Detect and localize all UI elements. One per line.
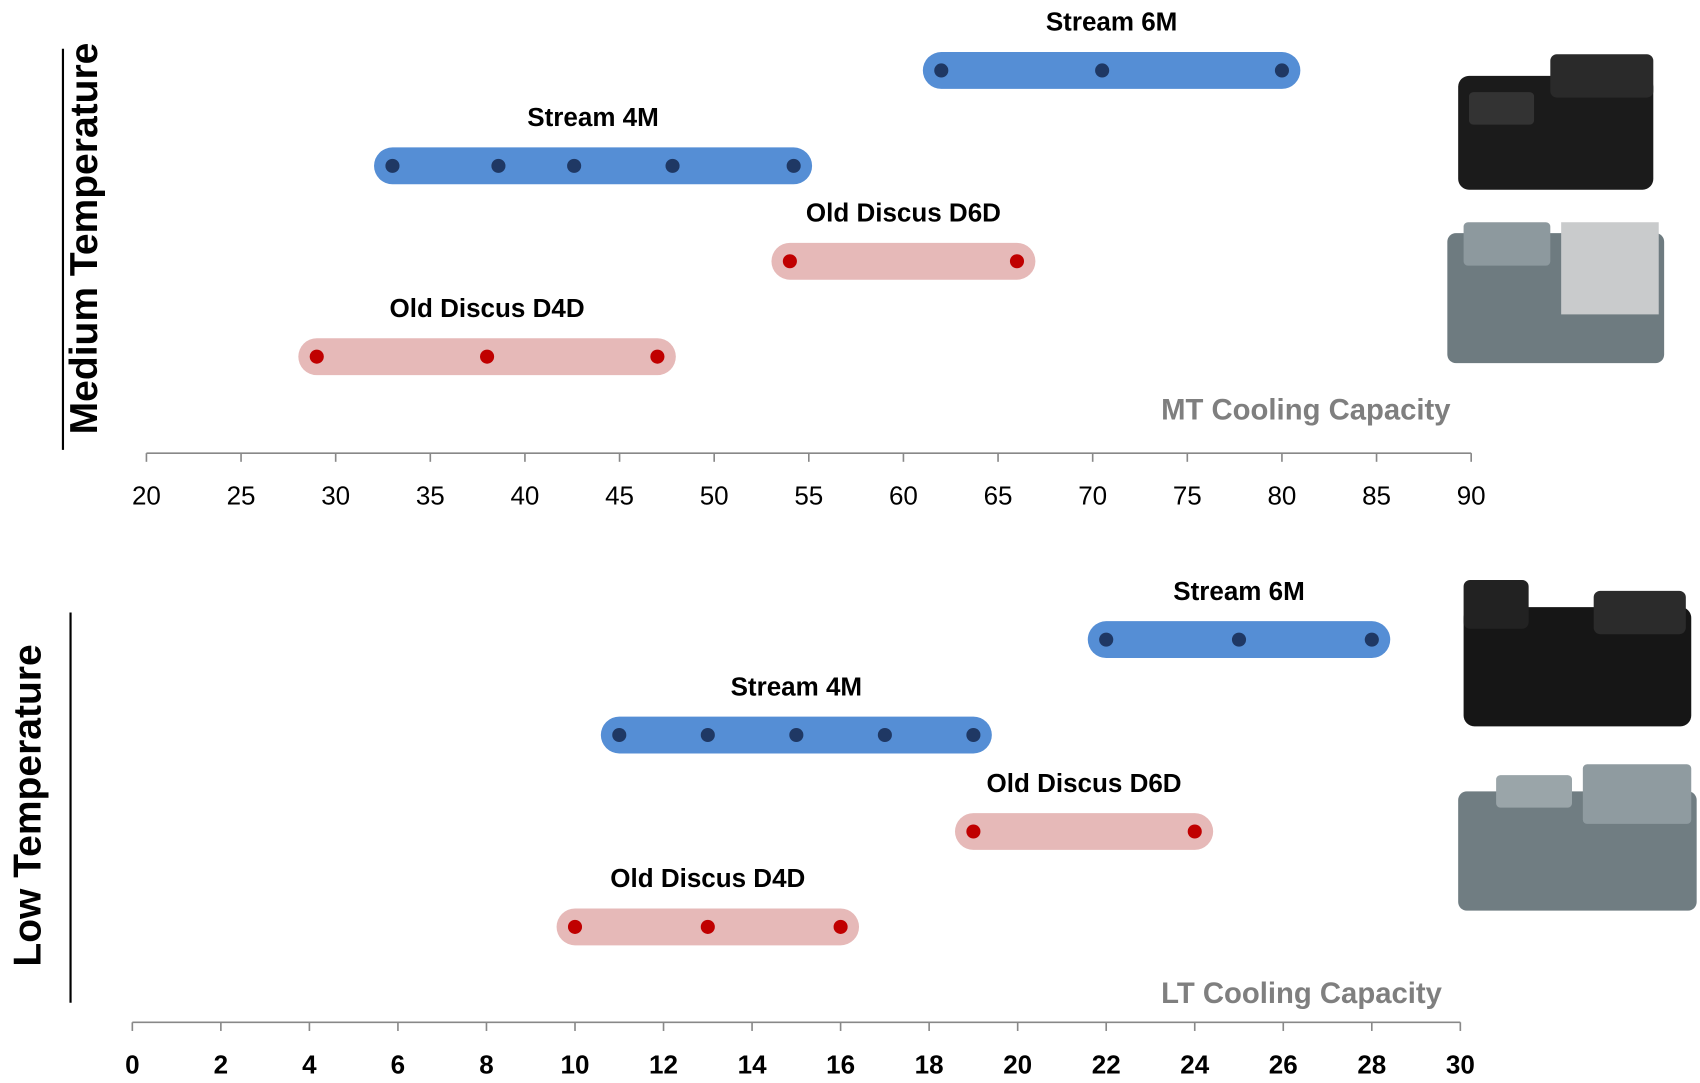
point (1188, 824, 1202, 838)
series-label: Old Discus D4D (390, 293, 585, 323)
x-tick-label: 60 (889, 480, 918, 510)
range-band (771, 243, 1035, 280)
x-tick-label: 45 (605, 480, 634, 510)
point (568, 920, 582, 934)
x-tick-label: 30 (321, 480, 350, 510)
x-tick-label: 20 (1003, 1050, 1032, 1080)
point (966, 728, 980, 742)
x-tick-label: 65 (984, 480, 1013, 510)
x-tick-label: 75 (1173, 480, 1202, 510)
point (1275, 63, 1289, 77)
compressor-image (1458, 54, 1653, 190)
x-axis-title: MT Cooling Capacity (1161, 395, 1451, 427)
x-tick-label: 0 (125, 1050, 139, 1080)
point (701, 920, 715, 934)
y-axis-title: Low Temperature (7, 644, 50, 966)
x-tick-label: 28 (1357, 1050, 1386, 1080)
x-tick-label: 35 (416, 480, 445, 510)
x-tick-label: 85 (1362, 480, 1391, 510)
x-tick-label: 55 (794, 480, 823, 510)
point (491, 159, 505, 173)
point (783, 254, 797, 268)
point (966, 824, 980, 838)
point (787, 159, 801, 173)
point (1095, 63, 1109, 77)
x-tick-label: 90 (1457, 480, 1486, 510)
point (878, 728, 892, 742)
point (650, 350, 664, 364)
point (934, 63, 948, 77)
series-label: Stream 6M (1173, 576, 1304, 606)
point (789, 728, 803, 742)
chart: 202530354045505560657075808590MT Cooling… (0, 0, 1700, 1083)
x-tick-label: 8 (479, 1050, 493, 1080)
range-band (955, 813, 1213, 850)
x-tick-label: 18 (915, 1050, 944, 1080)
point (1010, 254, 1024, 268)
y-axis-title: Medium Temperature (63, 43, 106, 435)
point (480, 350, 494, 364)
x-tick-label: 4 (302, 1050, 317, 1080)
x-tick-label: 20 (132, 480, 161, 510)
point (1232, 633, 1246, 647)
x-tick-label: 50 (700, 480, 729, 510)
point (567, 159, 581, 173)
series-label: Stream 4M (527, 102, 659, 132)
x-tick-label: 16 (826, 1050, 855, 1080)
point (1099, 633, 1113, 647)
x-tick-label: 2 (214, 1050, 228, 1080)
x-tick-label: 26 (1269, 1050, 1298, 1080)
x-tick-label: 25 (227, 480, 256, 510)
x-tick-label: 80 (1267, 480, 1296, 510)
series-label: Old Discus D6D (806, 198, 1001, 228)
point (612, 728, 626, 742)
point (665, 159, 679, 173)
series-label: Stream 4M (731, 671, 863, 701)
range-band (374, 147, 812, 184)
point (310, 350, 324, 364)
x-tick-label: 10 (561, 1050, 590, 1080)
point (701, 728, 715, 742)
x-tick-label: 24 (1180, 1050, 1209, 1080)
x-tick-label: 30 (1446, 1050, 1475, 1080)
range-band (923, 52, 1301, 89)
x-tick-label: 6 (391, 1050, 405, 1080)
x-axis-title: LT Cooling Capacity (1161, 978, 1442, 1010)
x-tick-label: 12 (649, 1050, 678, 1080)
series-label: Old Discus D6D (987, 768, 1182, 798)
compressor-image (1458, 764, 1696, 910)
x-tick-label: 70 (1078, 480, 1107, 510)
series-label: Stream 6M (1046, 7, 1178, 37)
compressor-image (1464, 580, 1692, 726)
x-tick-label: 22 (1092, 1050, 1121, 1080)
x-tick-label: 14 (738, 1050, 767, 1080)
compressor-image (1447, 222, 1664, 363)
point (385, 159, 399, 173)
series-label: Old Discus D4D (610, 863, 805, 893)
point (834, 920, 848, 934)
x-tick-label: 40 (510, 480, 539, 510)
point (1365, 633, 1379, 647)
